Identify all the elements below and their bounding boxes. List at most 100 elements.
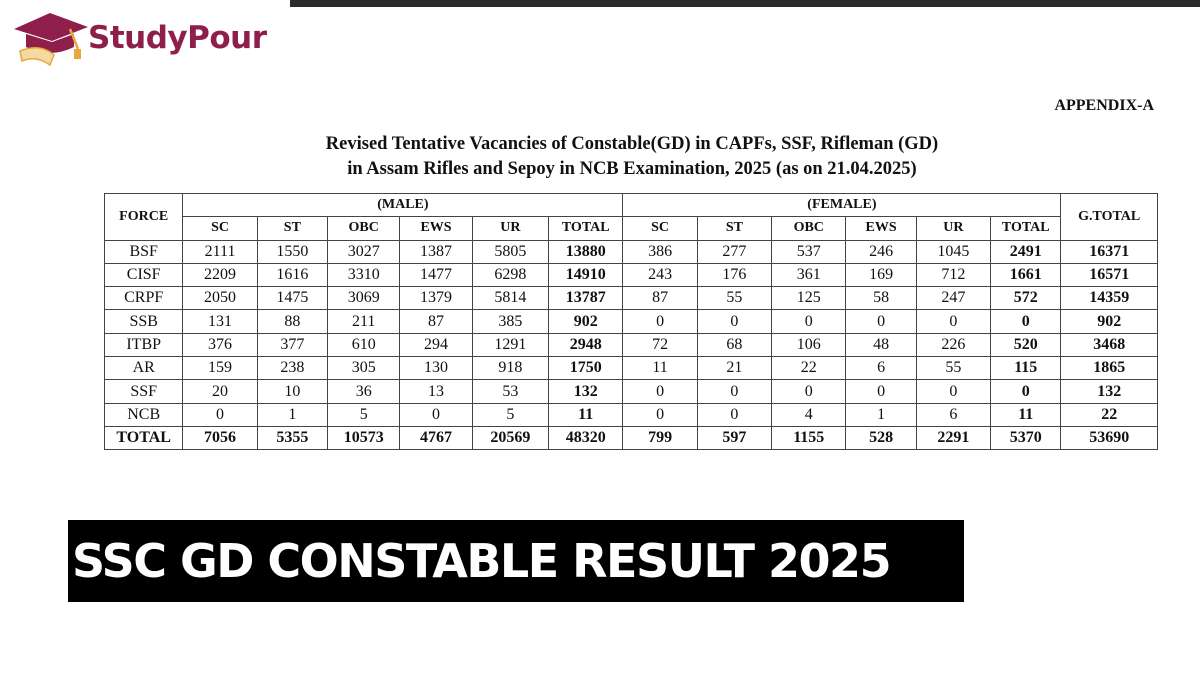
male-value-cell: 131 [182, 309, 258, 334]
force-header: FORCE [103, 193, 184, 241]
male-value-cell: 5355 [256, 425, 329, 451]
female-value-cell: 0 [622, 379, 698, 404]
gtotal-cell: 3468 [1060, 332, 1158, 358]
male-ews-header: EWS [399, 216, 473, 241]
male-value-cell: 5814 [471, 286, 550, 311]
male-value-cell: 1 [256, 402, 329, 427]
male-value-cell: 238 [256, 356, 329, 381]
female-value-cell: 0 [771, 309, 847, 334]
table-row: CISF 2209 1616 3310 1477 6298 14910 243 176 361 16… [103, 262, 1158, 288]
header-row-1: FORCE (MALE) (FEMALE) G.TOTAL [103, 192, 1158, 241]
table-row: NCB 0 1 5 0 5 11 0 0 4 1 6 11 22 [103, 402, 1158, 427]
force-cell: CRPF [103, 286, 184, 311]
gtotal-cell: 16571 [1060, 262, 1158, 288]
female-value-cell: 1155 [771, 425, 847, 451]
gtotal-cell: 22 [1060, 402, 1158, 427]
male-value-cell: 10573 [327, 425, 401, 451]
female-value-cell: 1661 [990, 262, 1062, 288]
female-st-header: ST [696, 216, 773, 241]
male-value-cell: 87 [399, 309, 473, 334]
female-value-cell: 72 [622, 332, 698, 358]
male-value-cell: 3310 [327, 262, 401, 288]
gtotal-cell: 902 [1060, 309, 1158, 334]
female-value-cell: 55 [915, 356, 992, 381]
female-value-cell: 0 [915, 379, 992, 404]
male-total-header: TOTAL [548, 216, 624, 241]
header-row-2: SC ST OBC EWS UR TOTAL SC ST OBC EWS UR TOTAL [105, 216, 1158, 241]
male-value-cell: 294 [399, 332, 473, 358]
female-header: (FEMALE) [622, 192, 1062, 218]
total-row: TOTAL 7056 5355 10573 4767 20569 48320 799 597 11… [103, 425, 1158, 451]
appendix-label: APPENDIX-A [1054, 97, 1154, 114]
female-value-cell: 712 [915, 262, 992, 288]
female-value-cell: 11 [990, 402, 1062, 427]
top-bar [290, 0, 1200, 7]
male-st-header: ST [256, 216, 329, 241]
male-value-cell: 2948 [548, 332, 624, 358]
male-value-cell: 1616 [256, 262, 329, 288]
male-sc-header: SC [182, 216, 258, 241]
force-cell: SSF [103, 379, 184, 404]
table-row: SSB 131 88 211 87 385 902 0 0 0 0 0 0 902 [103, 309, 1158, 334]
male-value-cell: 4767 [399, 425, 473, 451]
female-value-cell: 58 [845, 286, 917, 311]
male-value-cell: 610 [327, 332, 401, 358]
male-value-cell: 13787 [548, 286, 624, 311]
female-value-cell: 106 [771, 332, 847, 358]
table-body: BSF 2111 1550 3027 1387 5805 13880 386 277 537 246… [103, 239, 1158, 451]
table-row: AR 159 238 305 130 918 1750 11 21 22 6 55 115 1865 [103, 356, 1158, 381]
vacancy-table: FORCE (MALE) (FEMALE) G.TOTAL SC ST OBC EWS… [103, 192, 1158, 451]
title-line-1: Revised Tentative Vacancies of Constable… [325, 134, 939, 154]
male-value-cell: 1379 [399, 286, 473, 311]
female-value-cell: 0 [845, 309, 917, 334]
female-value-cell: 243 [622, 262, 698, 288]
graduation-cap-icon [14, 13, 88, 67]
female-value-cell: 87 [622, 286, 698, 311]
female-value-cell: 0 [845, 379, 917, 404]
male-value-cell: 159 [182, 356, 258, 381]
female-value-cell: 48 [845, 332, 917, 358]
female-value-cell: 176 [696, 262, 773, 288]
female-value-cell: 0 [990, 379, 1062, 404]
female-value-cell: 21 [696, 356, 773, 381]
female-value-cell: 22 [771, 356, 847, 381]
female-value-cell: 115 [990, 356, 1062, 381]
female-value-cell: 799 [622, 425, 698, 451]
male-value-cell: 1550 [256, 239, 329, 264]
gtotal-cell: 53690 [1060, 425, 1158, 451]
female-value-cell: 226 [915, 332, 992, 358]
female-value-cell: 386 [622, 239, 698, 264]
male-value-cell: 13880 [548, 239, 624, 264]
female-value-cell: 520 [990, 332, 1062, 358]
male-value-cell: 902 [548, 309, 624, 334]
gtotal-cell: 132 [1060, 379, 1158, 404]
female-value-cell: 0 [990, 309, 1062, 334]
male-value-cell: 5 [471, 402, 550, 427]
male-value-cell: 20 [182, 379, 258, 404]
studypour-logo[interactable]: StudyPour [10, 6, 290, 70]
female-value-cell: 2291 [915, 425, 992, 451]
male-value-cell: 132 [548, 379, 624, 404]
male-value-cell: 918 [471, 356, 550, 381]
female-value-cell: 528 [845, 425, 917, 451]
female-value-cell: 4 [771, 402, 847, 427]
female-ews-header: EWS [845, 216, 917, 241]
female-value-cell: 169 [845, 262, 917, 288]
male-value-cell: 48320 [548, 425, 624, 451]
female-value-cell: 247 [915, 286, 992, 311]
female-value-cell: 0 [696, 309, 773, 334]
gtotal-header: G.TOTAL [1060, 193, 1158, 241]
male-obc-header: OBC [327, 216, 401, 241]
female-value-cell: 1045 [915, 239, 992, 264]
force-cell: AR [103, 356, 184, 381]
male-value-cell: 6298 [471, 262, 550, 288]
male-value-cell: 2111 [182, 239, 258, 264]
female-value-cell: 0 [696, 402, 773, 427]
female-value-cell: 2491 [990, 239, 1062, 264]
male-value-cell: 3027 [327, 239, 401, 264]
female-value-cell: 537 [771, 239, 847, 264]
female-value-cell: 0 [622, 402, 698, 427]
male-value-cell: 10 [256, 379, 329, 404]
force-cell: NCB [103, 402, 184, 427]
male-value-cell: 1750 [548, 356, 624, 381]
